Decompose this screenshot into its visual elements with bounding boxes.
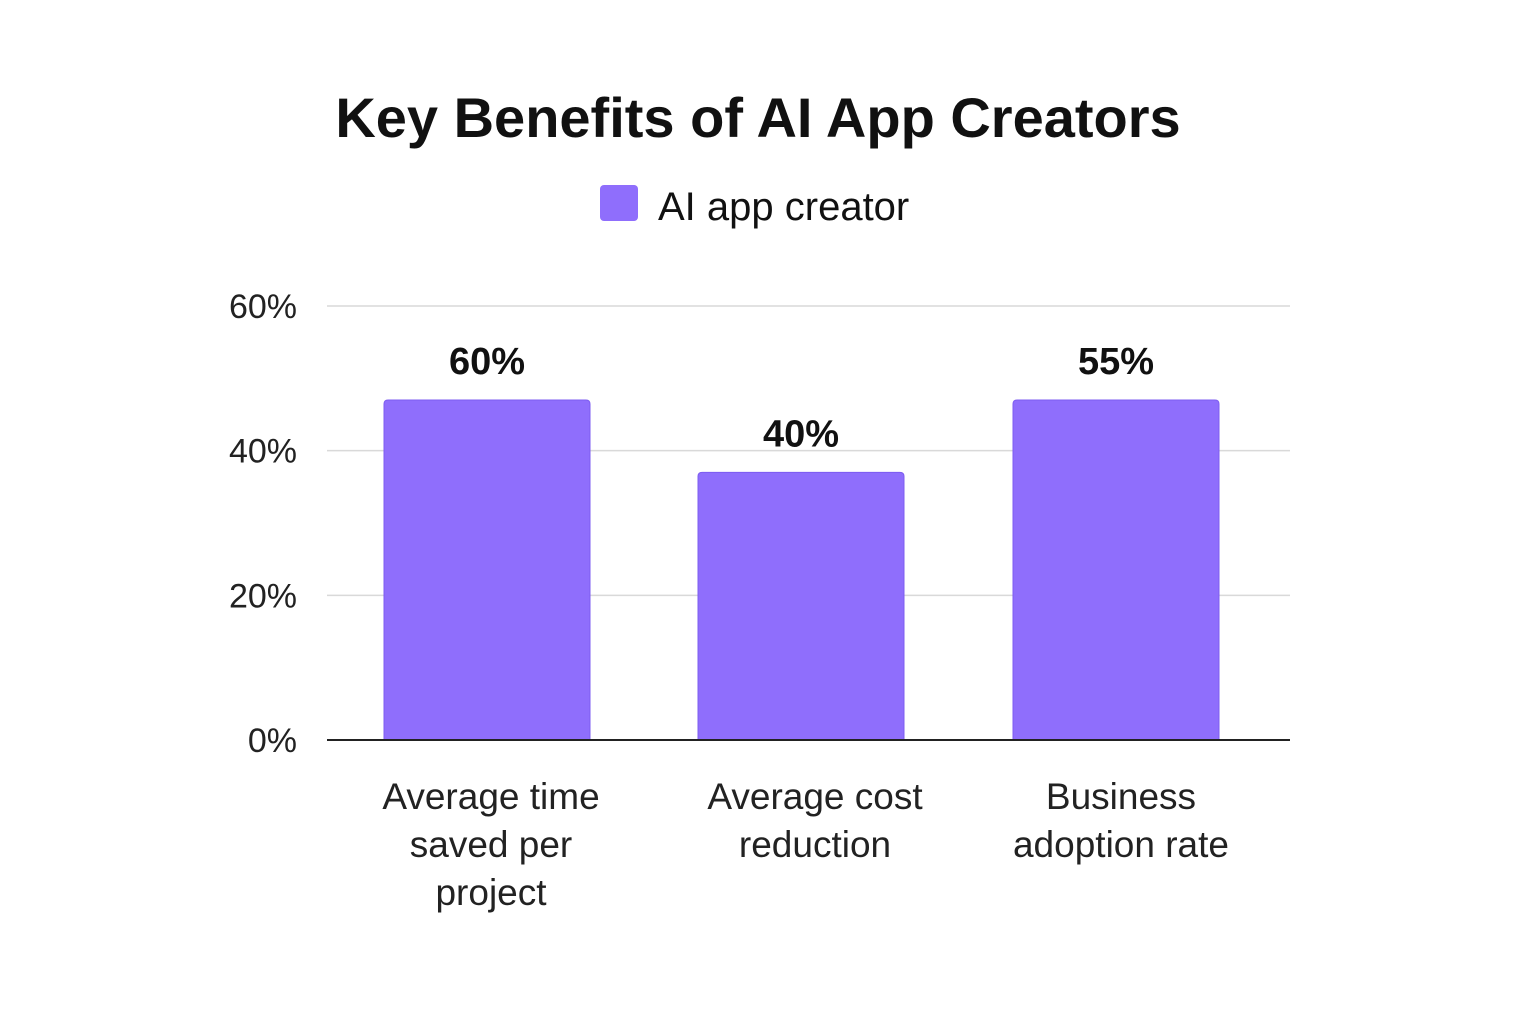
x-tick-label: Average time saved per project — [382, 776, 599, 913]
x-tick-label: Business adoption rate — [1013, 776, 1229, 865]
legend-swatch — [600, 185, 638, 221]
bar-value-label: 55% — [1078, 341, 1154, 383]
legend-label: AI app creator — [658, 185, 909, 229]
data-labels: 60% 40% 55% — [449, 341, 1154, 455]
y-axis-ticks: 0% 20% 40% 60% — [229, 288, 297, 760]
legend: AI app creator — [600, 185, 909, 229]
y-tick-label: 0% — [248, 722, 297, 760]
x-axis-labels: Average time saved per project Average cost… — [382, 776, 1229, 913]
bars — [383, 399, 1220, 741]
bar — [697, 471, 905, 741]
bar-value-label: 60% — [449, 341, 525, 383]
chart-title: Key Benefits of AI App Creators — [335, 86, 1180, 149]
y-tick-label: 40% — [229, 433, 297, 471]
bar — [383, 399, 591, 741]
bar — [1012, 399, 1220, 741]
y-tick-label: 60% — [229, 288, 297, 326]
bar-value-label: 40% — [763, 413, 839, 455]
x-tick-label: Average cost reduction — [707, 776, 923, 865]
y-tick-label: 20% — [229, 577, 297, 615]
